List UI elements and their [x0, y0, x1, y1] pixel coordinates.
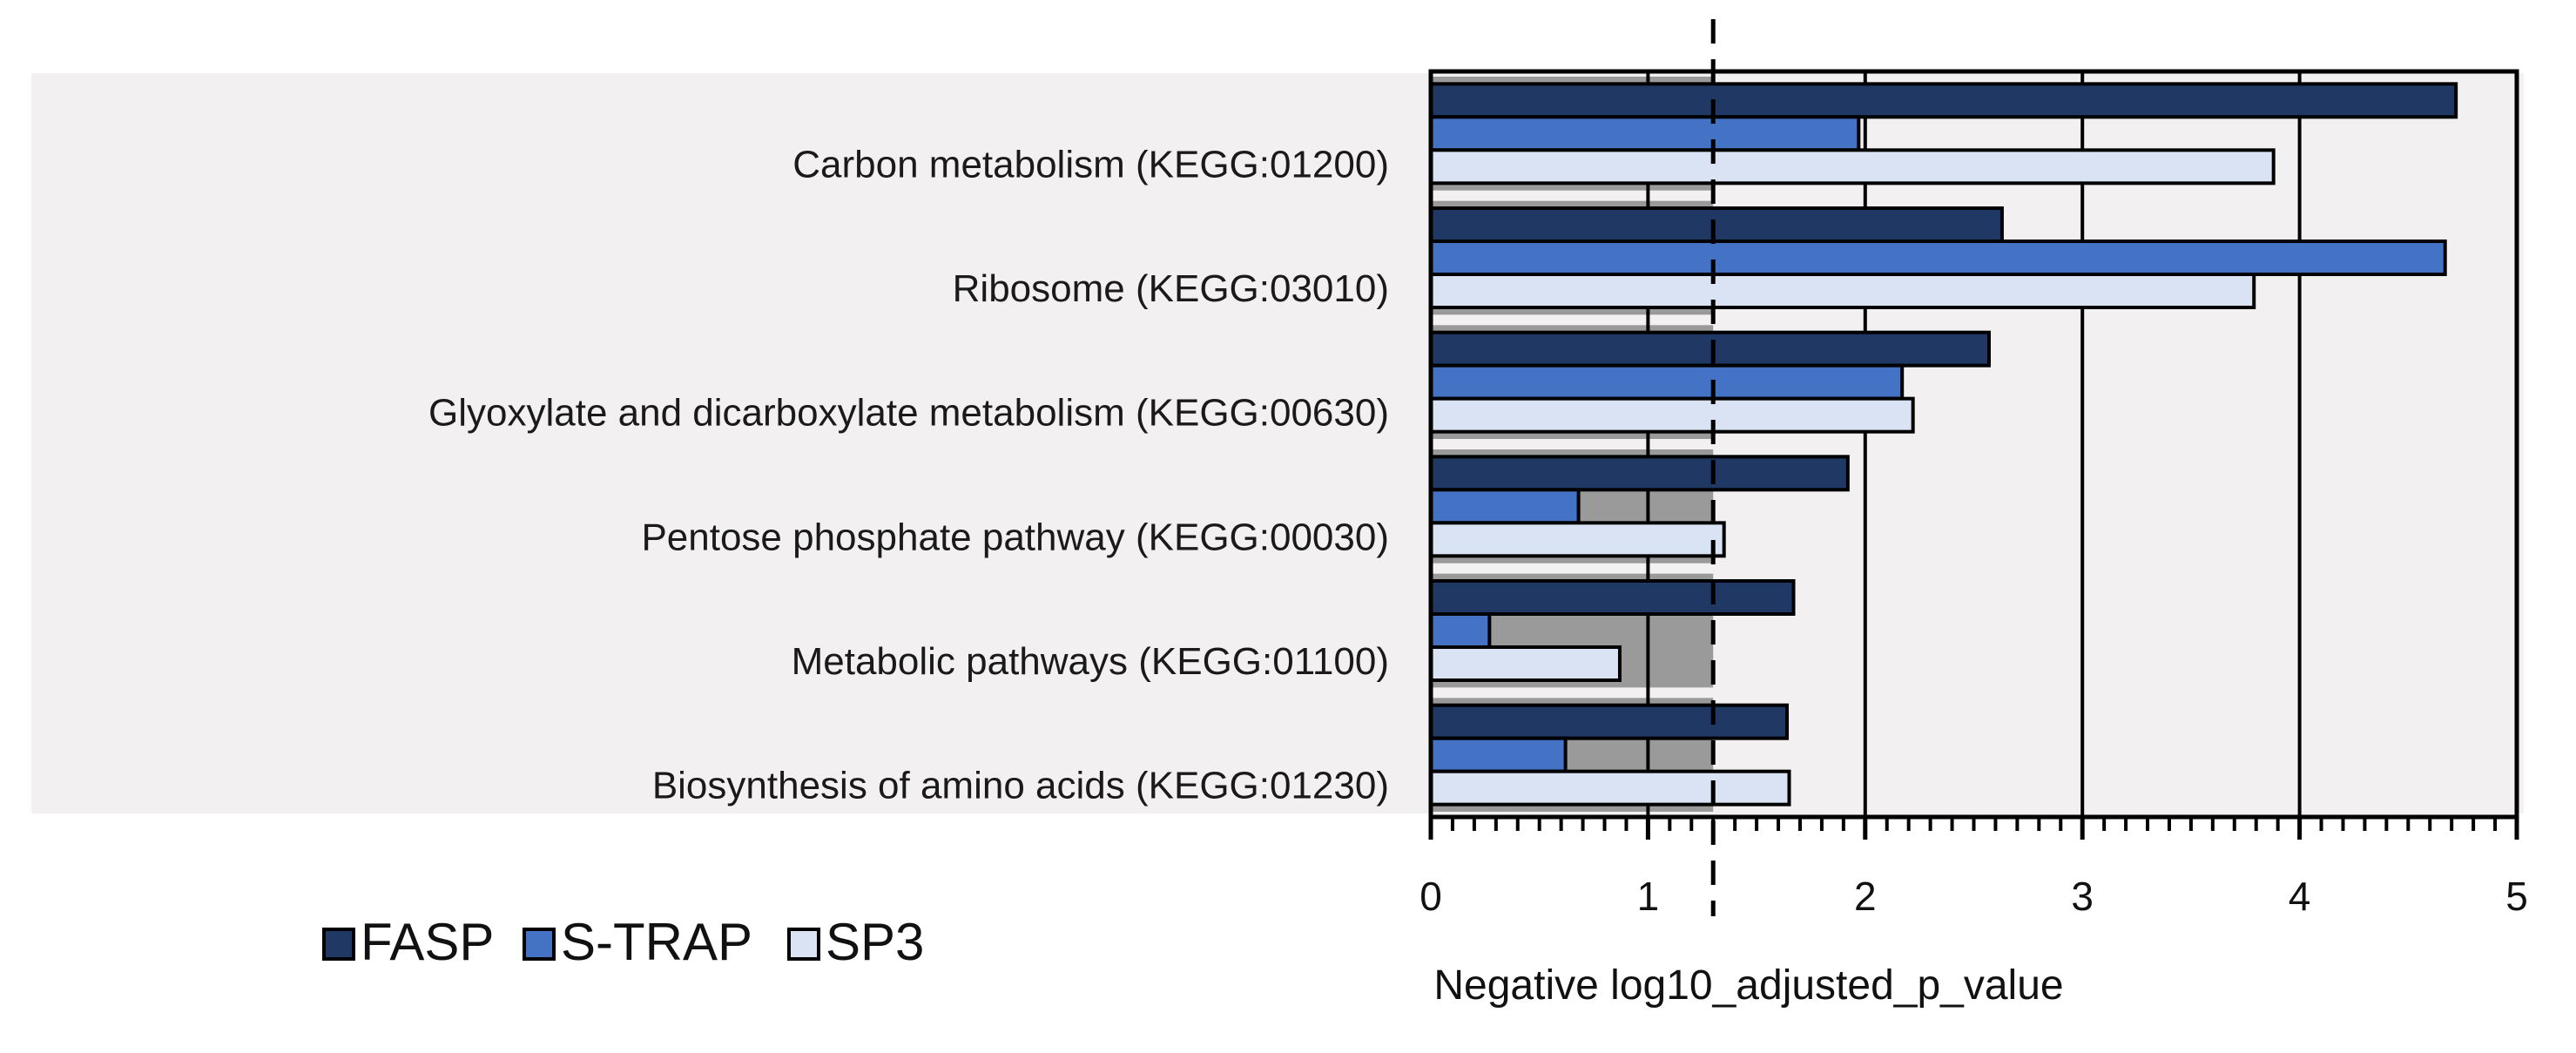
x-tick-label: 1 — [1637, 874, 1660, 919]
bar-fasp-1 — [1429, 82, 2458, 119]
bar-sp3-5 — [1429, 645, 1622, 682]
category-label: Pentose phosphate pathway (KEGG:00030) — [641, 516, 1389, 558]
bar-fasp-5 — [1429, 579, 1796, 616]
bar-sp3-4 — [1429, 521, 1726, 558]
bar-sp3-2 — [1429, 273, 2256, 309]
bar-s-trap-1 — [1429, 115, 1861, 152]
legend-label-fasp: FASP — [361, 913, 494, 971]
legend-label-sp3: SP3 — [826, 913, 924, 971]
x-axis-title: Negative log10_adjusted_p_value — [1433, 962, 2063, 1009]
legend-swatch-s-trap — [523, 928, 556, 961]
bar-fasp-6 — [1429, 703, 1790, 740]
category-label: Biosynthesis of amino acids (KEGG:01230) — [652, 765, 1389, 807]
x-tick-label: 5 — [2505, 874, 2528, 919]
bar-sp3-6 — [1429, 769, 1791, 807]
bar-fasp-4 — [1429, 455, 1850, 492]
x-tick-label: 4 — [2289, 874, 2311, 919]
bar-fasp-2 — [1429, 206, 2004, 243]
bar-sp3-1 — [1429, 148, 2276, 186]
category-label: Ribosome (KEGG:03010) — [953, 267, 1389, 310]
bar-s-trap-6 — [1429, 736, 1568, 773]
x-tick-label: 0 — [1419, 874, 1442, 919]
bar-s-trap-3 — [1429, 363, 1905, 401]
x-tick-label: 2 — [1854, 874, 1877, 919]
x-tick-label: 3 — [2071, 874, 2094, 919]
bar-s-trap-4 — [1429, 488, 1581, 525]
category-label: Metabolic pathways (KEGG:01100) — [792, 640, 1389, 683]
plot-area — [1431, 71, 2517, 817]
bar-sp3-3 — [1429, 396, 1915, 434]
bar-s-trap-5 — [1429, 612, 1492, 649]
bar-fasp-3 — [1429, 330, 1991, 368]
legend-swatch-fasp — [322, 928, 355, 961]
legend-label-s-trap: S-TRAP — [561, 913, 752, 971]
category-label: Carbon metabolism (KEGG:01200) — [792, 143, 1389, 186]
legend-swatch-sp3 — [787, 928, 820, 961]
bar-s-trap-2 — [1429, 240, 2447, 276]
category-label: Glyoxylate and dicarboxylate metabolism … — [428, 392, 1389, 435]
